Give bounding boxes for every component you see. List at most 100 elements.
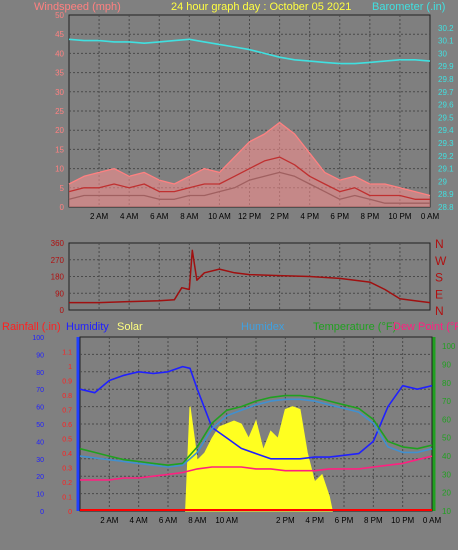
series-line-low bbox=[68, 171, 430, 204]
x-tick-label: 6 AM bbox=[150, 212, 169, 221]
barometer-axis-label: Barometer (.in) bbox=[372, 1, 445, 13]
windspeed-tick-label: 15 bbox=[55, 145, 64, 154]
x-tick-label: 6 AM bbox=[159, 516, 178, 525]
direction-tick-label: 180 bbox=[51, 273, 65, 282]
x-tick-label: 10 PM bbox=[391, 516, 414, 525]
x-tick-label: 2 AM bbox=[90, 212, 109, 221]
x-tick-label: 4 AM bbox=[130, 516, 149, 525]
temperature-tick-label: 60 bbox=[442, 415, 451, 424]
compass-label: E bbox=[435, 287, 443, 301]
rain-tick-label: 0.2 bbox=[62, 480, 72, 487]
humidity-tick-label: 100 bbox=[32, 335, 44, 342]
barometer-tick-label: 30 bbox=[438, 49, 447, 58]
rain-tick-label: 0.6 bbox=[62, 422, 72, 429]
barometer-tick-label: 29.2 bbox=[438, 152, 454, 161]
compass-label: N bbox=[435, 304, 444, 318]
barometer-tick-label: 28.8 bbox=[438, 203, 454, 212]
direction-tick-label: 360 bbox=[51, 239, 65, 248]
windspeed-tick-label: 45 bbox=[55, 30, 64, 39]
temperature-tick-label: 10 bbox=[442, 507, 451, 516]
x-tick-label: 10 AM bbox=[208, 212, 231, 221]
temperature-tick-label: 40 bbox=[442, 452, 451, 461]
x-tick-label: 8 AM bbox=[180, 212, 199, 221]
temperature-tick-label: 80 bbox=[442, 379, 451, 388]
series-line-dew-point bbox=[80, 455, 433, 481]
rain-tick-label: 0.4 bbox=[62, 451, 72, 458]
compass-label: W bbox=[435, 254, 447, 268]
x-tick-label: 8 PM bbox=[360, 212, 379, 221]
windspeed-tick-label: 10 bbox=[55, 165, 64, 174]
x-tick-label: 8 AM bbox=[188, 516, 207, 525]
series-line-temperature bbox=[79, 394, 433, 467]
windspeed-tick-label: 30 bbox=[55, 88, 64, 97]
x-tick-label: 2 PM bbox=[270, 212, 289, 221]
temperature-tick-label: 90 bbox=[442, 360, 451, 369]
barometer-tick-label: 30.2 bbox=[438, 24, 454, 33]
x-tick-label: 10 PM bbox=[388, 212, 411, 221]
x-tick-label: 6 PM bbox=[330, 212, 349, 221]
compass-label: N bbox=[435, 237, 444, 251]
windspeed-tick-label: 40 bbox=[55, 49, 64, 58]
humidity-tick-label: 70 bbox=[36, 387, 44, 394]
temperature-tick-label: 20 bbox=[442, 489, 451, 498]
x-tick-label: 0 AM bbox=[423, 516, 442, 525]
x-tick-label: 4 AM bbox=[120, 212, 139, 221]
series-line-gust bbox=[68, 121, 431, 197]
humidex-label: Humidex bbox=[241, 321, 285, 333]
x-tick-label: 4 PM bbox=[305, 516, 324, 525]
barometer-tick-label: 29.5 bbox=[438, 113, 454, 122]
barometer-tick-label: 30.1 bbox=[438, 37, 454, 46]
x-tick-label: 2 PM bbox=[276, 516, 295, 525]
windspeed-tick-label: 35 bbox=[55, 69, 64, 78]
x-tick-label: 4 PM bbox=[300, 212, 319, 221]
rain-tick-label: 0.3 bbox=[62, 466, 72, 473]
temperature-tick-label: 70 bbox=[442, 397, 451, 406]
rain-tick-label: 0.9 bbox=[62, 379, 72, 386]
compass-label: S bbox=[435, 271, 443, 285]
humidity-tick-label: 50 bbox=[36, 422, 44, 429]
humidity-tick-label: 30 bbox=[36, 457, 44, 464]
rain-tick-label: 0.1 bbox=[62, 495, 72, 502]
series-line-wind-direction bbox=[69, 249, 431, 304]
humidity-label: Humidity bbox=[66, 321, 109, 333]
barometer-tick-label: 28.9 bbox=[438, 190, 454, 199]
humidity-tick-label: 20 bbox=[36, 474, 44, 481]
temperature-tick-label: 100 bbox=[442, 342, 456, 351]
barometer-tick-label: 29.3 bbox=[438, 139, 454, 148]
humidity-tick-label: 10 bbox=[36, 492, 44, 499]
x-tick-label: 8 PM bbox=[364, 516, 383, 525]
temperature-tick-label: 30 bbox=[442, 470, 451, 479]
series-line-average bbox=[68, 156, 430, 200]
windspeed-tick-label: 50 bbox=[55, 11, 64, 20]
solar-label: Solar bbox=[117, 321, 143, 333]
windspeed-tick-label: 5 bbox=[60, 184, 65, 193]
barometer-tick-label: 29.9 bbox=[438, 62, 454, 71]
x-tick-label: 10 AM bbox=[215, 516, 238, 525]
dewpoint-label: Dew Point (°F) bbox=[393, 321, 458, 333]
gust-area bbox=[69, 122, 430, 207]
series-line-humidity bbox=[79, 365, 433, 460]
humidity-tick-label: 90 bbox=[36, 352, 44, 359]
rain-tick-label: 0.8 bbox=[62, 393, 72, 400]
windspeed-tick-label: 20 bbox=[55, 126, 64, 135]
direction-tick-label: 0 bbox=[60, 306, 65, 315]
windspeed-axis-label: Windspeed (mph) bbox=[34, 1, 121, 13]
rain-tick-label: 1.1 bbox=[62, 350, 72, 357]
humidity-tick-label: 80 bbox=[36, 370, 44, 377]
windspeed-tick-label: 25 bbox=[55, 107, 64, 116]
barometer-tick-label: 29.6 bbox=[438, 101, 454, 110]
x-tick-label: 0 AM bbox=[421, 212, 440, 221]
rain-tick-label: 1 bbox=[68, 364, 72, 371]
chart-title: 24 hour graph day : October 05 2021 bbox=[171, 1, 351, 13]
series-line-barometer bbox=[68, 38, 431, 65]
direction-tick-label: 90 bbox=[55, 289, 64, 298]
series-line-humidex bbox=[79, 398, 433, 468]
rain-tick-label: 0.7 bbox=[62, 408, 72, 415]
rain-tick-label: 0 bbox=[68, 509, 72, 516]
windspeed-tick-label: 0 bbox=[60, 203, 65, 212]
humidity-tick-label: 60 bbox=[36, 405, 44, 412]
temperature-tick-label: 50 bbox=[442, 434, 451, 443]
barometer-tick-label: 29.7 bbox=[438, 88, 454, 97]
